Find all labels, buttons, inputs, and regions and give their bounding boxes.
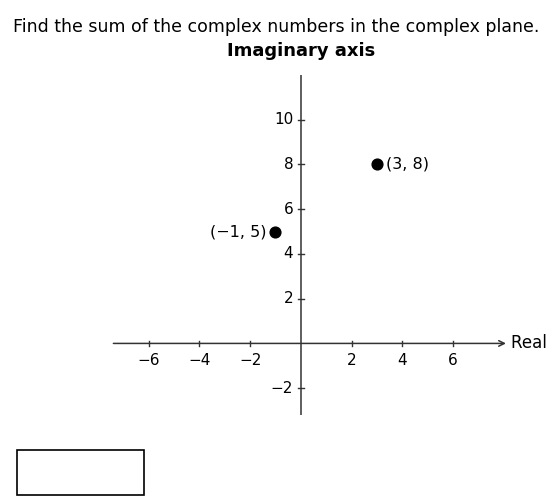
Text: (3, 8): (3, 8) (386, 157, 429, 172)
Text: 8: 8 (284, 157, 293, 172)
Text: (−1, 5): (−1, 5) (210, 224, 267, 239)
Text: 2: 2 (284, 291, 293, 306)
Text: Real axis: Real axis (512, 334, 553, 352)
Point (271, 228, 280, 235)
Text: −2: −2 (271, 380, 293, 396)
Point (373, 160, 382, 168)
Text: Find the sum of the complex numbers in the complex plane.: Find the sum of the complex numbers in t… (13, 18, 540, 36)
Text: −2: −2 (239, 354, 261, 368)
Text: −4: −4 (188, 354, 211, 368)
Text: 4: 4 (284, 246, 293, 262)
Text: 2: 2 (347, 354, 356, 368)
Text: 6: 6 (448, 354, 458, 368)
Text: Imaginary axis: Imaginary axis (227, 42, 375, 60)
Text: −6: −6 (137, 354, 160, 368)
Text: 10: 10 (274, 112, 293, 127)
Text: 4: 4 (398, 354, 407, 368)
Text: 6: 6 (284, 202, 293, 216)
